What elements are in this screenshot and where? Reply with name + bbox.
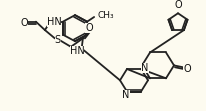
Text: N: N <box>141 63 148 73</box>
Text: CH₃: CH₃ <box>97 11 113 20</box>
Text: O: O <box>85 23 92 33</box>
Text: O: O <box>20 18 28 28</box>
Text: O: O <box>182 64 190 74</box>
Text: HN: HN <box>46 17 61 27</box>
Text: S: S <box>55 35 61 45</box>
Text: HN: HN <box>69 46 84 56</box>
Text: O: O <box>173 0 181 10</box>
Text: N: N <box>122 90 129 100</box>
